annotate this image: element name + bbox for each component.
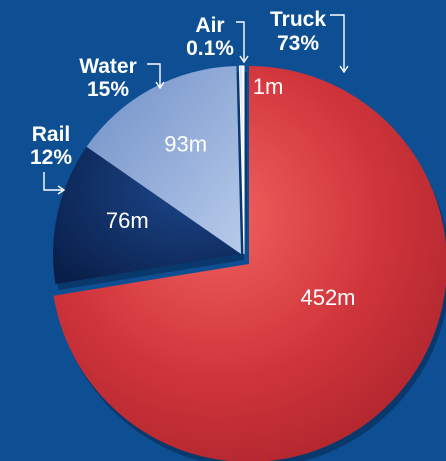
air-value-label: 1m [253,74,284,99]
truck-label: Truck [270,8,326,31]
slice-value-labels: 452m 76m 93m 1m [106,74,356,310]
category-labels: Truck 73% Air 0.1% Water 15% Rail 12% [30,8,326,169]
rail-slice [53,146,241,285]
water-leader [147,63,165,90]
rail-value-label: 76m [106,208,149,233]
water-label: Water [79,55,137,78]
air-leader [236,21,249,64]
rail-percent: 12% [30,146,72,169]
pie-slices [53,65,446,461]
truck-value-label: 452m [300,285,355,310]
water-value-label: 93m [164,131,207,156]
truck-percent: 73% [277,32,319,55]
air-percent: 0.1% [186,37,234,60]
water-percent: 15% [87,78,129,101]
leader-lines [43,14,349,195]
air-slice [238,65,245,255]
rail-leader [43,172,66,195]
water-slice [86,66,241,254]
rail-label: Rail [32,123,71,146]
air-label: Air [195,14,224,37]
truck-leader [330,14,349,74]
truck-slice [53,66,446,461]
